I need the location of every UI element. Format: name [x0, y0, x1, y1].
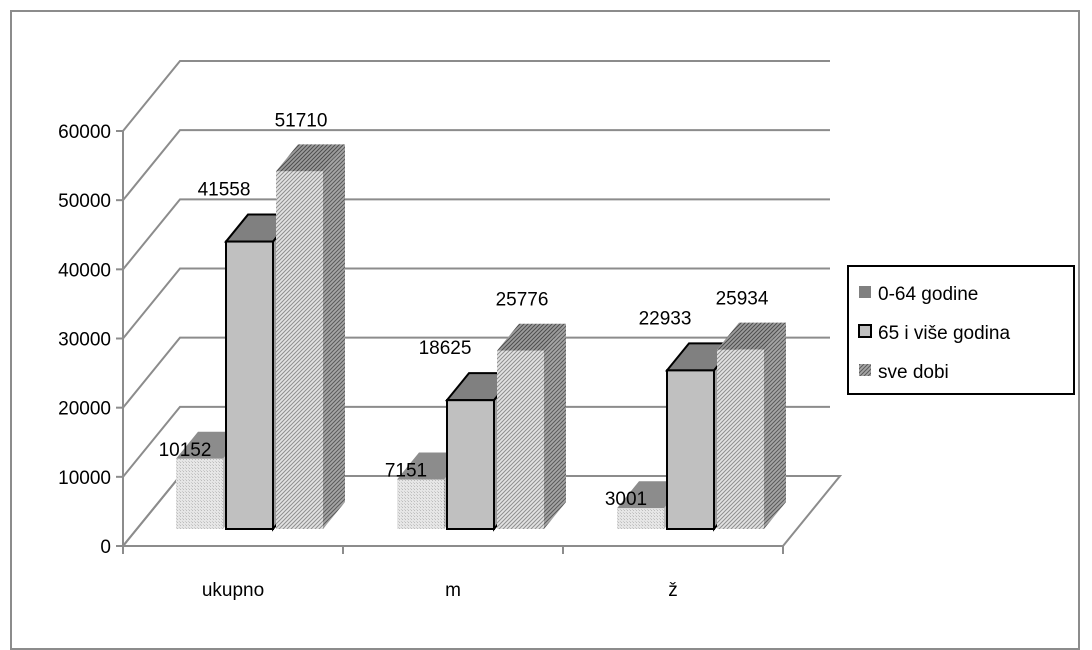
bar — [497, 323, 566, 529]
category-label: ukupno — [202, 580, 264, 601]
data-label: 10152 — [159, 440, 212, 461]
legend-swatch-1 — [858, 324, 872, 338]
bar-top — [276, 144, 345, 172]
gridlines — [122, 59, 830, 547]
bar-side — [544, 323, 566, 529]
data-label: 18625 — [419, 338, 472, 359]
legend-item-0: 0-64 godine — [859, 284, 978, 305]
legend-item-1: 65 i više godina — [858, 323, 1010, 344]
y-tick-label: 50000 — [58, 191, 111, 212]
bar-side — [323, 144, 345, 529]
y-tick-label: 10000 — [58, 468, 111, 489]
bar-side — [764, 322, 786, 529]
bar-front — [446, 399, 495, 531]
legend-item-2: sve dobi — [859, 362, 949, 383]
y-tick-label: 30000 — [58, 329, 111, 350]
bars — [176, 144, 786, 532]
data-label: 41558 — [198, 180, 251, 201]
category-label: ž — [668, 580, 678, 601]
legend-box — [847, 265, 1075, 395]
data-label: 25934 — [716, 289, 769, 310]
bar — [717, 322, 786, 529]
bar-front — [497, 350, 544, 529]
gridline — [122, 129, 830, 201]
data-label: 51710 — [275, 110, 328, 131]
y-tick-label: 40000 — [58, 260, 111, 281]
data-label: 25776 — [496, 290, 549, 311]
bar-front — [176, 458, 223, 529]
legend-label-2: sve dobi — [878, 362, 949, 383]
legend-label-1: 65 i više godina — [878, 323, 1010, 344]
axes — [116, 129, 784, 554]
bar-front — [225, 240, 274, 530]
gridline — [122, 336, 830, 409]
gridline — [122, 59, 830, 132]
category-labels: ukupno m ž — [202, 580, 678, 601]
bar — [276, 144, 345, 529]
bar-top — [717, 322, 786, 350]
bar-front — [617, 508, 664, 529]
data-label: 7151 — [385, 461, 427, 482]
data-labels: 10152 41558 51710 7151 18625 25776 3001 22933 25… — [159, 110, 769, 510]
legend-swatch-0 — [859, 286, 871, 298]
gridline — [122, 198, 830, 270]
data-label: 3001 — [605, 489, 647, 510]
bar-top — [497, 323, 566, 351]
bar-front — [397, 479, 444, 529]
y-tick-label: 60000 — [58, 122, 111, 143]
bar-front — [666, 369, 715, 530]
y-tick-label: 0 — [100, 537, 111, 558]
data-label: 22933 — [639, 308, 692, 329]
y-tick-label: 20000 — [58, 399, 111, 420]
bar-front — [276, 171, 323, 529]
legend-swatch-2 — [859, 364, 871, 376]
gridline — [122, 405, 830, 478]
legend-label-0: 0-64 godine — [878, 284, 978, 305]
category-label: m — [445, 580, 461, 601]
bar-front — [717, 349, 764, 529]
gridline — [122, 267, 830, 340]
legend: 0-64 godine 65 i više godina sve dobi — [847, 265, 1075, 395]
y-tick-labels: 0 10000 20000 30000 40000 50000 60000 — [58, 122, 111, 558]
